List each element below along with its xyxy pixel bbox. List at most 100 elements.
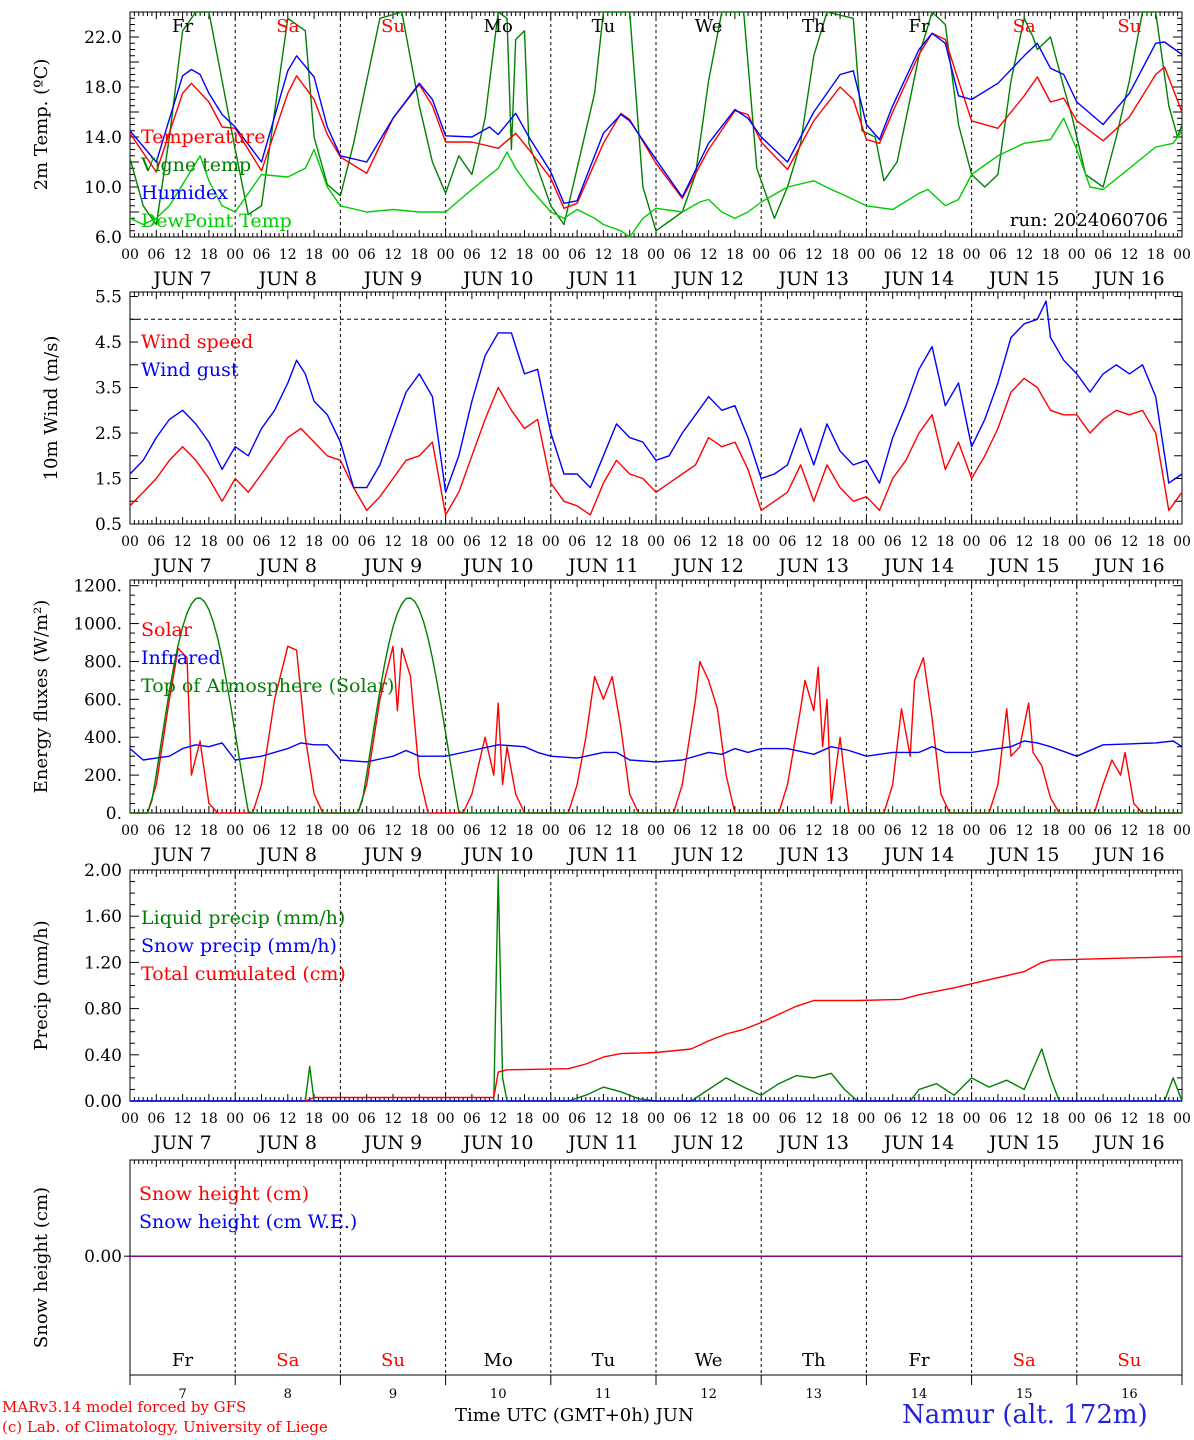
weekday-label: Sa [276, 1350, 299, 1371]
hour-tick-label: 12 [174, 823, 192, 839]
hour-tick-label: 18 [1042, 534, 1060, 550]
hour-tick-label: 18 [516, 823, 534, 839]
y-tick-label: 0.00 [84, 1092, 122, 1112]
hour-tick-label: 06 [779, 247, 797, 263]
hour-tick-label: 18 [410, 247, 428, 263]
date-label: JUN 10 [461, 555, 533, 577]
date-label: JUN 11 [566, 555, 638, 577]
y-axis-title: Energy fluxes (W/m²) [31, 600, 52, 794]
date-label: JUN 14 [882, 1132, 954, 1154]
y-tick-label: 600. [84, 690, 122, 710]
hour-tick-label: 12 [384, 823, 402, 839]
y-tick-label: 1.5 [95, 470, 122, 490]
hour-tick-label: 00 [963, 247, 981, 263]
series-line-temperature [129, 32, 1183, 210]
day-number-label: 8 [284, 1387, 292, 1402]
hour-tick-label: 00 [647, 534, 665, 550]
date-label: JUN 8 [257, 1132, 317, 1154]
hour-tick-label: 00 [226, 1111, 244, 1127]
hour-tick-label: 06 [253, 1111, 271, 1127]
date-label: JUN 10 [461, 1132, 533, 1154]
hour-tick-label: 00 [437, 247, 455, 263]
series-line-humidex [129, 32, 1183, 205]
hour-tick-label: 18 [1042, 823, 1060, 839]
hour-tick-label: 00 [331, 534, 349, 550]
hour-tick-label: 12 [174, 1111, 192, 1127]
y-tick-label: 1.60 [84, 907, 122, 927]
hour-tick-label: 00 [226, 247, 244, 263]
date-label: JUN 7 [151, 844, 211, 866]
date-label: JUN 16 [1092, 268, 1164, 290]
legend-entry: Temperature [141, 126, 265, 148]
hour-tick-label: 18 [305, 1111, 323, 1127]
hour-tick-label: 18 [305, 247, 323, 263]
hour-tick-label: 06 [884, 247, 902, 263]
legend-entry: Top of Atmosphere (Solar) [141, 675, 394, 697]
hour-tick-label: 06 [463, 247, 481, 263]
hour-tick-label: 18 [305, 823, 323, 839]
hour-tick-label: 18 [831, 823, 849, 839]
hour-tick-label: 06 [673, 823, 691, 839]
weekday-label: Fr [172, 16, 193, 37]
date-label: JUN 8 [257, 555, 317, 577]
hour-tick-label: 12 [700, 823, 718, 839]
weekday-label: Th [802, 1350, 826, 1371]
weekday-label: Sa [276, 16, 299, 37]
date-label: JUN 11 [566, 1132, 638, 1154]
hour-tick-label: 06 [463, 1111, 481, 1127]
date-label: JUN 7 [151, 268, 211, 290]
legend-entry: Liquid precip (mm/h) [141, 907, 345, 929]
weekday-label: Sa [1013, 16, 1036, 37]
hour-tick-label: 00 [1173, 247, 1191, 263]
hour-tick-label: 00 [226, 823, 244, 839]
hour-tick-label: 06 [147, 823, 165, 839]
hour-tick-label: 12 [174, 247, 192, 263]
hour-tick-label: 18 [936, 823, 954, 839]
series-line-dewpoint-temp [129, 117, 1183, 238]
legend-entry: DewPoint Temp [141, 210, 292, 232]
hour-tick-label: 12 [489, 1111, 507, 1127]
hour-tick-label: 06 [779, 1111, 797, 1127]
hour-tick-label: 00 [647, 247, 665, 263]
y-tick-label: 0.40 [84, 1046, 122, 1066]
date-label: JUN 16 [1092, 844, 1164, 866]
series-line-total-cumulated-cm- [305, 955, 1183, 1102]
hour-tick-label: 06 [147, 247, 165, 263]
date-label: JUN 14 [882, 555, 954, 577]
hour-tick-label: 06 [253, 534, 271, 550]
weekday-label: Tu [592, 16, 616, 37]
y-axis-title: 10m Wind (m/s) [41, 336, 62, 481]
hour-tick-label: 06 [568, 1111, 586, 1127]
hour-tick-label: 12 [594, 1111, 612, 1127]
y-tick-label: 2.00 [84, 861, 122, 881]
weekday-label: Fr [908, 1350, 929, 1371]
hour-tick-label: 06 [779, 534, 797, 550]
hour-tick-label: 12 [594, 534, 612, 550]
hour-tick-label: 12 [910, 247, 928, 263]
y-tick-label: 2.5 [95, 424, 122, 444]
hour-tick-label: 12 [805, 247, 823, 263]
hour-tick-label: 00 [647, 823, 665, 839]
hour-tick-label: 18 [516, 534, 534, 550]
y-tick-label: 6.0 [95, 228, 122, 248]
hour-tick-label: 00 [121, 247, 139, 263]
hour-tick-label: 12 [805, 1111, 823, 1127]
date-label: JUN 10 [461, 844, 533, 866]
hour-tick-label: 06 [358, 534, 376, 550]
weekday-label: Tu [592, 1350, 616, 1371]
y-tick-label: 400. [84, 728, 122, 748]
hour-tick-label: 06 [779, 823, 797, 839]
weekday-label: We [695, 16, 723, 37]
hour-tick-label: 18 [726, 247, 744, 263]
legend-entry: Total cumulated (cm) [141, 963, 346, 985]
hour-tick-label: 12 [1015, 247, 1033, 263]
date-label: JUN 16 [1092, 555, 1164, 577]
hour-tick-label: 12 [700, 247, 718, 263]
hour-tick-label: 12 [489, 823, 507, 839]
hour-tick-label: 00 [331, 247, 349, 263]
y-tick-label: 5.5 [95, 288, 122, 308]
hour-tick-label: 12 [805, 823, 823, 839]
date-label: JUN 7 [151, 555, 211, 577]
hour-tick-label: 00 [1068, 534, 1086, 550]
date-label: JUN 12 [671, 268, 743, 290]
